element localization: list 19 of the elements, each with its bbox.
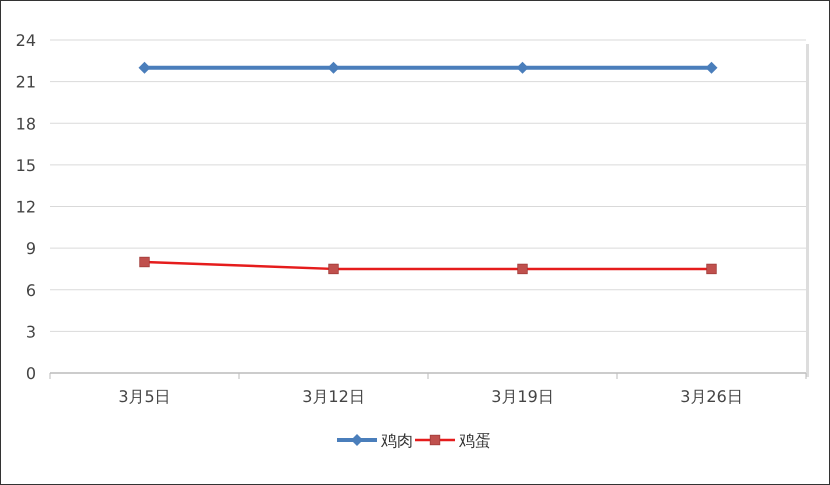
point: [516, 62, 528, 74]
x-tick-label: 3月26日: [680, 387, 743, 406]
y-tick-label: 18: [16, 114, 36, 134]
y-tick-label: 6: [26, 280, 36, 300]
y-tick-label: 3: [26, 322, 36, 342]
x-tick-label: 3月19日: [491, 387, 554, 406]
point: [328, 62, 340, 74]
legend-label: 鸡肉: [380, 431, 413, 450]
x-tick-label: 3月5日: [118, 387, 171, 406]
y-tick-label: 0: [26, 364, 36, 383]
y-tick-label: 9: [26, 239, 36, 258]
point: [706, 62, 718, 74]
legend-label: 鸡蛋: [458, 431, 491, 450]
point: [138, 62, 150, 74]
x-tick-label: 3月12日: [302, 387, 365, 406]
y-tick-label: 24: [16, 31, 36, 50]
y-tick-label: 12: [16, 198, 36, 216]
y-tick-label: 21: [16, 72, 36, 92]
y-tick-label: 15: [16, 156, 36, 175]
